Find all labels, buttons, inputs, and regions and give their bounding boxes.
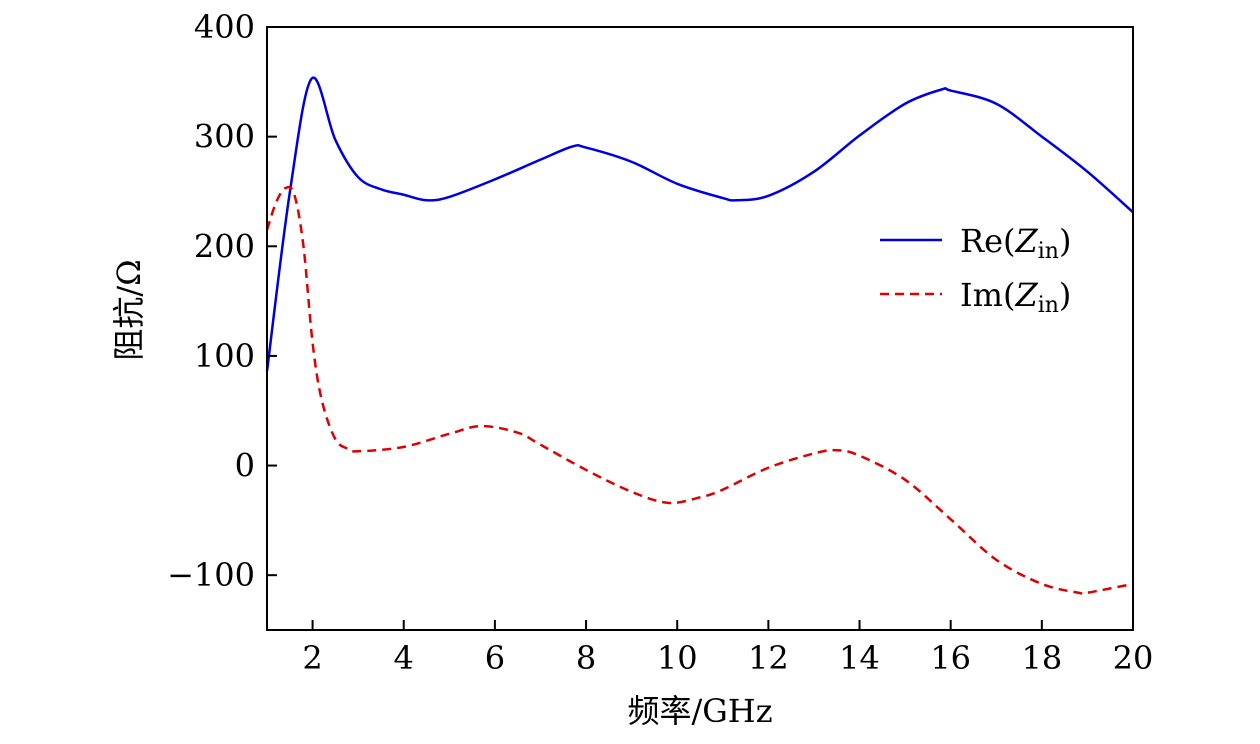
x-tick-label: 12 [748,639,789,677]
x-tick-label: 18 [1021,639,1062,677]
legend: Re(Zin) Im(Zin) [880,222,1071,318]
y-tick-label: 0 [235,447,255,485]
x-tick-label: 14 [839,639,880,677]
y-tick-label: 100 [194,337,255,375]
y-tick-label: −100 [167,556,255,594]
x-tick-label: 2 [302,639,322,677]
series-line-re [265,76,1134,372]
y-axis-label: 阻抗/Ω [110,259,148,360]
x-axis-label: 频率/GHz [627,692,772,730]
x-tick-label: 4 [394,639,414,677]
plot-frame [266,26,1134,631]
legend-label-im: Im(Zin) [960,276,1071,318]
series-line-im [265,185,1134,596]
y-tick-label: 200 [194,227,255,265]
legend-label-re: Re(Zin) [960,222,1071,264]
ticks: 2 4 6 8 10 12 14 16 18 20 −100 0 100 200 300 400 [167,8,1153,677]
x-tick-label: 8 [576,639,596,677]
curves [265,76,1134,596]
x-tick-label: 10 [657,639,698,677]
x-tick-label: 20 [1113,639,1154,677]
x-tick-label: 6 [485,639,505,677]
y-tick-label: 400 [194,8,255,46]
x-tick-label: 16 [930,639,971,677]
y-tick-label: 300 [194,118,255,156]
